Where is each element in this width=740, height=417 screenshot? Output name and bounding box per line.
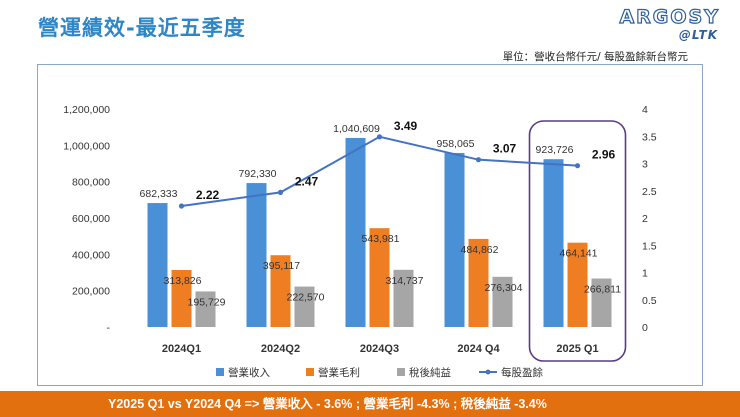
eps-value-label: 2.96 [592, 148, 616, 162]
eps-value-label: 2.47 [295, 174, 319, 188]
bar-revenue [444, 152, 465, 327]
bar-value-label: 484,862 [461, 244, 499, 256]
eps-point [574, 163, 581, 169]
eps-value-label: 2.22 [196, 188, 220, 202]
bar-gross-profit [171, 269, 192, 327]
left-axis-tick-label: - [107, 322, 111, 334]
eps-point [178, 203, 185, 209]
category-label: 2025 Q1 [556, 343, 598, 355]
bar-value-label: 792,330 [239, 168, 277, 180]
legend-swatch-dot [485, 369, 491, 375]
bar-value-label: 314,737 [386, 275, 424, 287]
performance-chart: - 200,000 400,000 600,000 800,000 1,000,000 1,… [63, 104, 657, 379]
left-axis-tick-label: 200,000 [72, 286, 110, 298]
legend-label: 稅後純益 [409, 366, 451, 379]
bar-value-label: 276,304 [485, 282, 523, 294]
bar-value-label: 395,117 [263, 260, 300, 272]
bar-value-label: 195,729 [188, 296, 226, 308]
bar-net-income [195, 291, 216, 327]
right-axis-tick-label: 2 [642, 213, 648, 225]
bar-revenue [543, 159, 564, 327]
bar-value-label: 464,141 [560, 248, 598, 260]
bar-value-label: 923,726 [536, 144, 574, 156]
legend-swatch [306, 368, 314, 376]
right-axis-tick-label: 2.5 [642, 186, 657, 198]
bar-gross-profit [567, 242, 588, 327]
right-axis-tick-label: 0.5 [642, 295, 657, 307]
left-axis-tick-label: 1,000,000 [63, 140, 110, 152]
bar-revenue [345, 137, 366, 327]
unit-note: 單位：營收台幣仟元/ 每股盈餘新台幣元 [502, 51, 688, 63]
slide-title: 營運績效-最近五季度 [38, 16, 246, 40]
left-axis-tick-label: 600,000 [72, 213, 110, 225]
bar-value-label: 958,065 [437, 138, 475, 150]
legend-label: 每股盈餘 [501, 366, 543, 379]
left-axis-tick-label: 1,200,000 [63, 104, 110, 116]
logo-main-text: ARGOSY [619, 5, 720, 28]
bar-gross-profit [468, 238, 489, 327]
argosy-ltk-logo: ARGOSY @LTK [610, 5, 720, 46]
bar-value-label: 1,040,609 [333, 123, 380, 135]
logo-sub-text: @LTK [678, 28, 718, 42]
category-label: 2024 Q4 [457, 343, 500, 355]
right-axis-tick-label: 0 [642, 322, 648, 334]
bar-net-income [591, 278, 612, 327]
eps-value-label: 3.49 [394, 119, 418, 133]
bar-value-label: 266,811 [584, 284, 621, 296]
bar-value-label: 313,826 [164, 275, 202, 287]
bar-net-income [492, 276, 513, 327]
eps-value-label: 3.07 [493, 142, 517, 156]
bar-value-label: 222,570 [287, 292, 325, 304]
category-label: 2024Q2 [261, 343, 300, 355]
legend-label: 營業收入 [228, 366, 270, 379]
chart-frame: - 200,000 400,000 600,000 800,000 1,000,000 1,… [37, 64, 703, 386]
bar-net-income [393, 269, 414, 327]
bar-value-label: 682,333 [140, 188, 178, 200]
eps-point [376, 134, 383, 140]
eps-point [277, 189, 284, 195]
legend-label: 營業毛利 [318, 366, 360, 379]
bar-revenue [246, 183, 267, 327]
right-axis-tick-label: 3 [642, 159, 648, 171]
bar-gross-profit [369, 228, 390, 327]
left-axis-tick-label: 800,000 [72, 177, 110, 189]
legend-swatch [216, 368, 224, 376]
right-axis-tick-label: 1.5 [642, 240, 657, 252]
left-axis-tick-label: 400,000 [72, 249, 110, 261]
legend-swatch [397, 368, 405, 376]
bar-revenue [147, 203, 168, 327]
category-label: 2024Q3 [360, 343, 399, 355]
eps-point [475, 157, 482, 163]
bar-net-income [294, 286, 315, 327]
bar-value-label: 543,981 [362, 233, 400, 245]
footer-summary-bar: Y2025 Q1 vs Y2024 Q4 => 營業收入 - 3.6% ; 營業… [0, 391, 740, 417]
right-axis-tick-label: 1 [642, 268, 648, 280]
right-axis-tick-label: 4 [642, 104, 648, 116]
right-axis-tick-label: 3.5 [642, 131, 657, 143]
highlight-box-2025q1 [528, 120, 627, 362]
bar-gross-profit [270, 255, 291, 327]
category-label: 2024Q1 [162, 343, 201, 355]
